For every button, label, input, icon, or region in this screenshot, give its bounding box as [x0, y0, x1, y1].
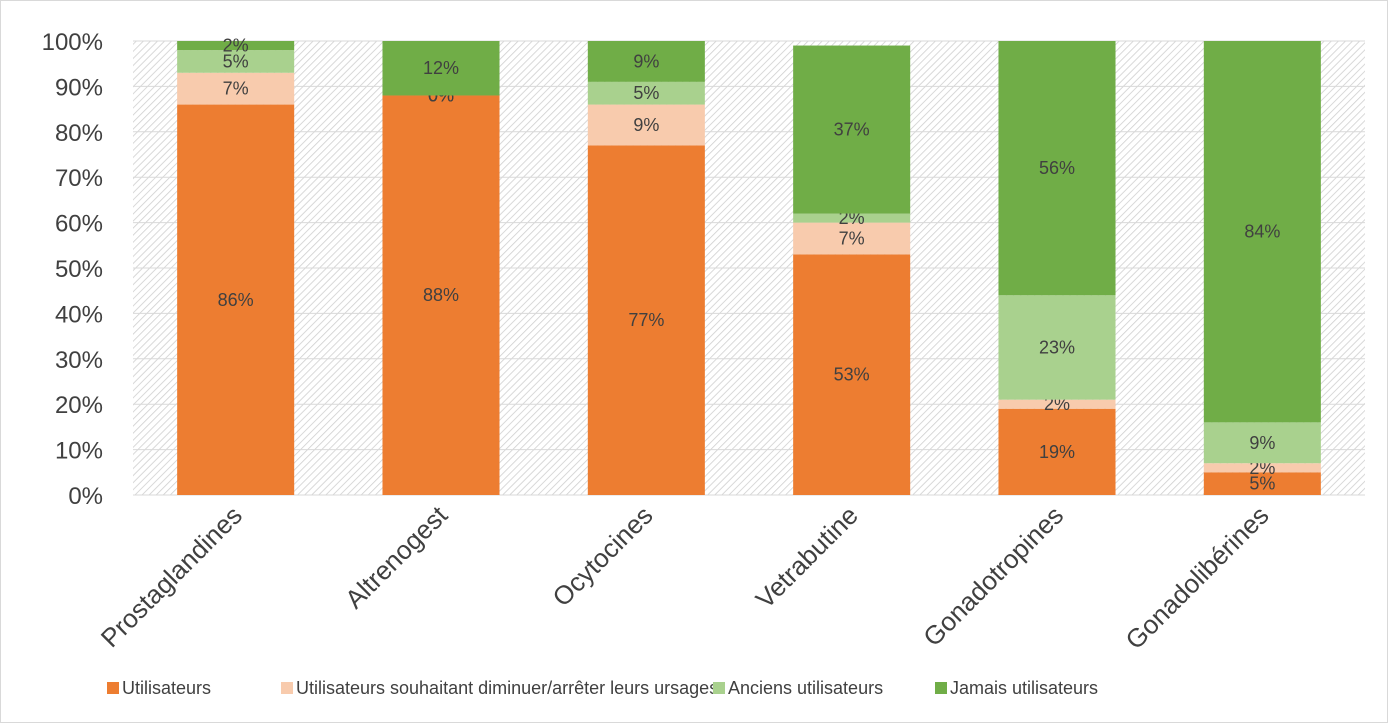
data-label: 9% — [1249, 433, 1275, 453]
legend-swatch — [281, 682, 293, 694]
data-label: 2% — [223, 36, 249, 56]
bar-segment — [177, 41, 295, 51]
x-tick-label: Gonadolibérines — [1119, 500, 1274, 655]
x-tick-label: Prostaglandines — [95, 500, 248, 653]
bar-segment — [1203, 422, 1321, 464]
legend-label: Utilisateurs — [122, 678, 211, 698]
bar-segment — [382, 95, 500, 495]
y-tick-label: 90% — [55, 74, 103, 101]
bar-segment — [793, 222, 911, 255]
gridlines — [133, 40, 1365, 496]
legend-swatch — [107, 682, 119, 694]
y-tick-label: 80% — [55, 120, 103, 147]
legend-swatch — [935, 682, 947, 694]
data-label: 19% — [1039, 442, 1075, 462]
bars: 86%7%5%2%88%0%0%12%77%9%5%9%53%7%2%37%19… — [177, 36, 1321, 496]
legend-label: Utilisateurs souhaitant diminuer/arrêter… — [296, 678, 718, 698]
bar-segment — [382, 41, 500, 96]
data-label: 77% — [628, 310, 664, 330]
bar-segment — [1203, 472, 1321, 495]
data-label: 88% — [423, 285, 459, 305]
y-tick-label: 10% — [55, 438, 103, 465]
data-label: 9% — [633, 51, 659, 71]
data-label: 84% — [1244, 222, 1280, 242]
x-axis-labels: Prostaglandines Altrenogest Ocytocines Vetr… — [95, 499, 1275, 655]
x-tick-label: Vetrabutine — [750, 500, 864, 614]
bar-segment — [793, 254, 911, 495]
data-label: 7% — [839, 228, 865, 248]
x-tick-label: Altrenogest — [339, 499, 454, 614]
bar-segment — [998, 295, 1116, 400]
bar-segment — [1203, 41, 1321, 423]
data-label: 5% — [1249, 474, 1275, 494]
bar-segment — [998, 408, 1116, 495]
data-label: 37% — [834, 120, 870, 140]
legend: Utilisateurs Utilisateurs souhaitant dimi… — [107, 678, 1098, 698]
bar-segment — [587, 145, 705, 496]
x-tick-label: Gonadotropines — [917, 500, 1069, 652]
y-axis-labels: 0% 10% 20% 30% 40% 50% 60% 70% 80% 90% 100% — [42, 29, 103, 510]
y-tick-label: 40% — [55, 301, 103, 328]
bar-segment — [1203, 463, 1321, 473]
y-tick-label: 100% — [42, 29, 103, 56]
bar-segment — [998, 399, 1116, 409]
data-label: 5% — [223, 51, 249, 71]
bar-segment — [587, 81, 705, 105]
y-tick-label: 20% — [55, 392, 103, 419]
data-label: 9% — [633, 115, 659, 135]
data-label: 86% — [218, 290, 254, 310]
data-label: 5% — [633, 83, 659, 103]
legend-swatch — [713, 682, 725, 694]
data-label: 23% — [1039, 337, 1075, 357]
bar-segment — [793, 45, 911, 214]
y-tick-label: 0% — [68, 483, 103, 510]
bar-segment — [998, 41, 1116, 296]
data-label: 56% — [1039, 158, 1075, 178]
y-tick-label: 60% — [55, 211, 103, 238]
data-label: 12% — [423, 58, 459, 78]
legend-label: Anciens utilisateurs — [728, 678, 883, 698]
y-tick-label: 30% — [55, 347, 103, 374]
bar-segment — [177, 104, 295, 495]
legend-label: Jamais utilisateurs — [950, 678, 1098, 698]
bar-segment — [793, 213, 911, 223]
x-tick-label: Ocytocines — [546, 500, 658, 612]
data-label: 53% — [834, 365, 870, 385]
data-label: 7% — [223, 79, 249, 99]
bar-segment — [177, 50, 295, 73]
y-tick-label: 70% — [55, 165, 103, 192]
bar-segment — [587, 41, 705, 82]
bar-segment — [177, 72, 295, 105]
bar-segment — [587, 104, 705, 146]
y-tick-label: 50% — [55, 256, 103, 283]
